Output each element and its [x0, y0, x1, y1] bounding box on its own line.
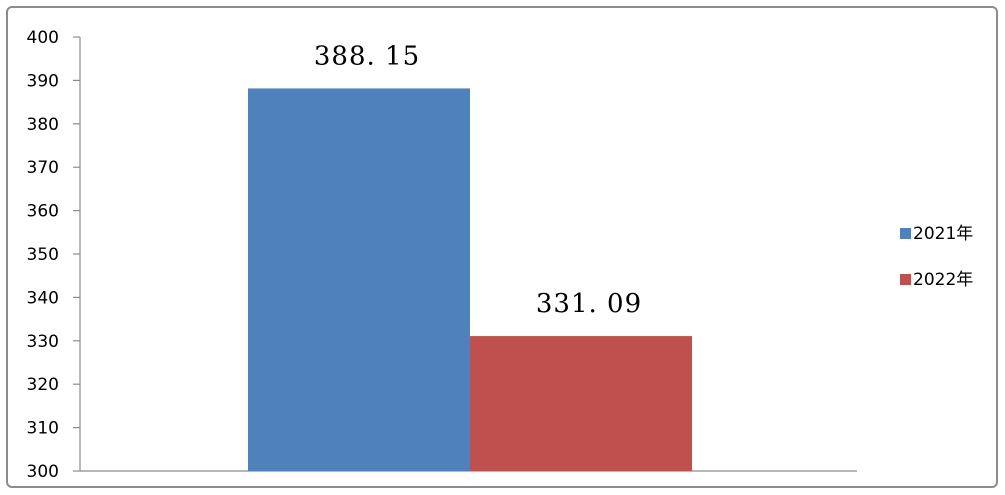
legend-label: 2022年: [913, 270, 973, 290]
y-tick-label: 360: [27, 202, 59, 222]
y-tick-label: 330: [27, 332, 59, 352]
y-tick-label: 310: [27, 419, 59, 439]
legend-swatch: [900, 274, 911, 285]
y-tick-label: 300: [27, 462, 59, 482]
y-tick-label: 350: [27, 245, 59, 265]
bar-2022年: [470, 336, 692, 471]
legend: 2021年 2022年: [900, 224, 973, 290]
y-tick-label: 370: [27, 158, 59, 178]
y-tick-label: 320: [27, 375, 59, 395]
bars: [248, 88, 692, 471]
y-tick-label: 380: [27, 115, 59, 135]
y-tick-label: 400: [27, 28, 59, 48]
axes: 300 310 320 330 340 350 360 370 380 390 400: [27, 28, 857, 482]
data-labels: 388. 15 331. 09: [314, 41, 642, 319]
legend-label: 2021年: [913, 224, 973, 244]
bar-2021年: [248, 88, 470, 471]
y-tick-label: 340: [27, 288, 59, 308]
data-label: 388. 15: [314, 41, 420, 71]
legend-swatch: [900, 228, 911, 239]
data-label: 331. 09: [536, 289, 642, 319]
y-tick-label: 390: [27, 71, 59, 91]
